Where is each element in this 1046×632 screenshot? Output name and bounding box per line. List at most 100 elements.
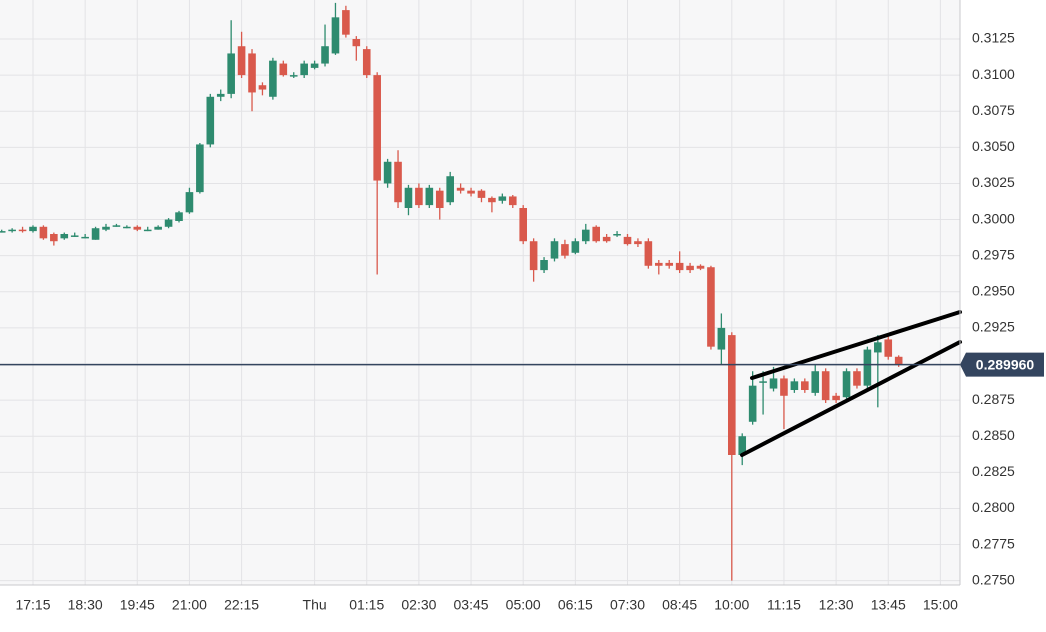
trend-line <box>750 310 962 380</box>
candle-body <box>310 63 319 68</box>
x-tick-label: 22:15 <box>224 597 259 613</box>
candle-body <box>884 339 893 357</box>
candle-body <box>644 241 653 266</box>
x-tick-label: 07:30 <box>610 597 645 613</box>
candle-body <box>456 187 465 191</box>
plot-background <box>0 0 960 585</box>
candle-body <box>81 236 89 239</box>
candle-body <box>759 381 767 383</box>
x-tick-label: 02:30 <box>401 597 436 613</box>
candle-body <box>561 244 569 256</box>
candle-body <box>738 436 747 455</box>
candle-body <box>425 187 434 206</box>
candle-body <box>686 265 694 271</box>
candle-body <box>519 208 527 242</box>
candle-body <box>602 236 611 242</box>
candle-body <box>874 342 882 353</box>
y-tick-label: 0.2775 <box>972 535 1015 551</box>
candle-body <box>498 196 507 201</box>
candle-body <box>790 381 799 390</box>
y-tick-label: 0.2825 <box>972 463 1015 479</box>
x-tick-label: 01:15 <box>349 597 384 613</box>
trend-line <box>740 340 962 457</box>
y-tick-label: 0.2800 <box>972 499 1015 515</box>
candle-body <box>237 46 246 76</box>
candle-body <box>529 241 538 271</box>
candle-body <box>143 229 152 232</box>
y-tick-label: 0.2750 <box>972 571 1015 587</box>
candle-body <box>39 226 48 239</box>
candle-body <box>258 85 267 90</box>
x-tick-label: 11:15 <box>767 597 801 613</box>
candle-body <box>102 226 110 230</box>
candle-body <box>894 356 903 364</box>
y-tick-label: 0.3100 <box>972 66 1015 82</box>
candle-body <box>435 190 444 208</box>
candle-body <box>404 187 413 208</box>
candle-body <box>269 60 277 97</box>
candle-body <box>477 190 486 198</box>
x-tick-label: 12:30 <box>819 597 854 613</box>
candle-body <box>133 226 142 230</box>
candle-body <box>342 10 350 35</box>
candle-body <box>654 262 663 266</box>
x-tick-label: 21:00 <box>172 597 207 613</box>
candle-body <box>415 187 423 206</box>
y-tick-label: 0.3125 <box>972 30 1015 46</box>
candle-body <box>696 265 705 269</box>
candle-body <box>0 231 6 233</box>
candle-body <box>550 241 559 259</box>
candle-body <box>675 262 684 271</box>
x-tick-label: Thu <box>303 597 327 613</box>
candle-body <box>811 371 820 393</box>
current-price-tag <box>960 352 1044 377</box>
x-tick-label: 06:15 <box>558 597 593 613</box>
candle-body <box>248 53 256 93</box>
candle-body <box>300 63 308 76</box>
candle-body <box>634 241 642 245</box>
candle-body <box>29 226 37 232</box>
candle-body <box>331 17 340 54</box>
candle-body <box>227 53 235 94</box>
candle-body <box>717 327 726 350</box>
candle-body <box>853 371 861 386</box>
y-tick-label: 0.3025 <box>972 174 1015 190</box>
candle-body <box>383 161 392 184</box>
x-tick-label: 15:00 <box>923 597 958 613</box>
candle-body <box>362 49 371 76</box>
x-tick-label: 08:45 <box>662 597 697 613</box>
candle-body <box>769 378 778 389</box>
candle-body <box>321 46 329 64</box>
candle-body <box>592 226 601 242</box>
candle-body <box>206 96 215 145</box>
candle-body <box>707 267 715 347</box>
candle-body <box>112 225 121 227</box>
candle-body <box>821 371 830 401</box>
candle-body <box>50 234 58 242</box>
x-tick-label: 18:30 <box>68 597 103 613</box>
candle-body <box>175 212 183 221</box>
candle-body <box>801 381 809 390</box>
candle-body <box>373 75 381 181</box>
y-tick-label: 0.3075 <box>972 102 1015 118</box>
x-tick-label: 17:15 <box>15 597 50 613</box>
candle-body <box>728 335 736 455</box>
candle-body <box>196 144 204 193</box>
candle-body <box>18 229 27 232</box>
candle-body <box>665 262 674 266</box>
x-tick-label: 19:45 <box>120 597 155 613</box>
x-tick-label: 03:45 <box>454 597 489 613</box>
candle-body <box>154 226 162 230</box>
y-tick-label: 0.2925 <box>972 319 1015 335</box>
y-tick-label: 0.2875 <box>972 391 1015 407</box>
candle-body <box>164 219 173 227</box>
candle-body <box>832 395 840 401</box>
candle-body <box>780 378 788 396</box>
candle-body <box>508 196 517 206</box>
y-tick-label: 0.2950 <box>972 282 1015 298</box>
candle-body <box>216 93 225 97</box>
candle-body <box>60 234 69 239</box>
candle-body <box>91 228 100 240</box>
candle-body <box>185 192 194 213</box>
